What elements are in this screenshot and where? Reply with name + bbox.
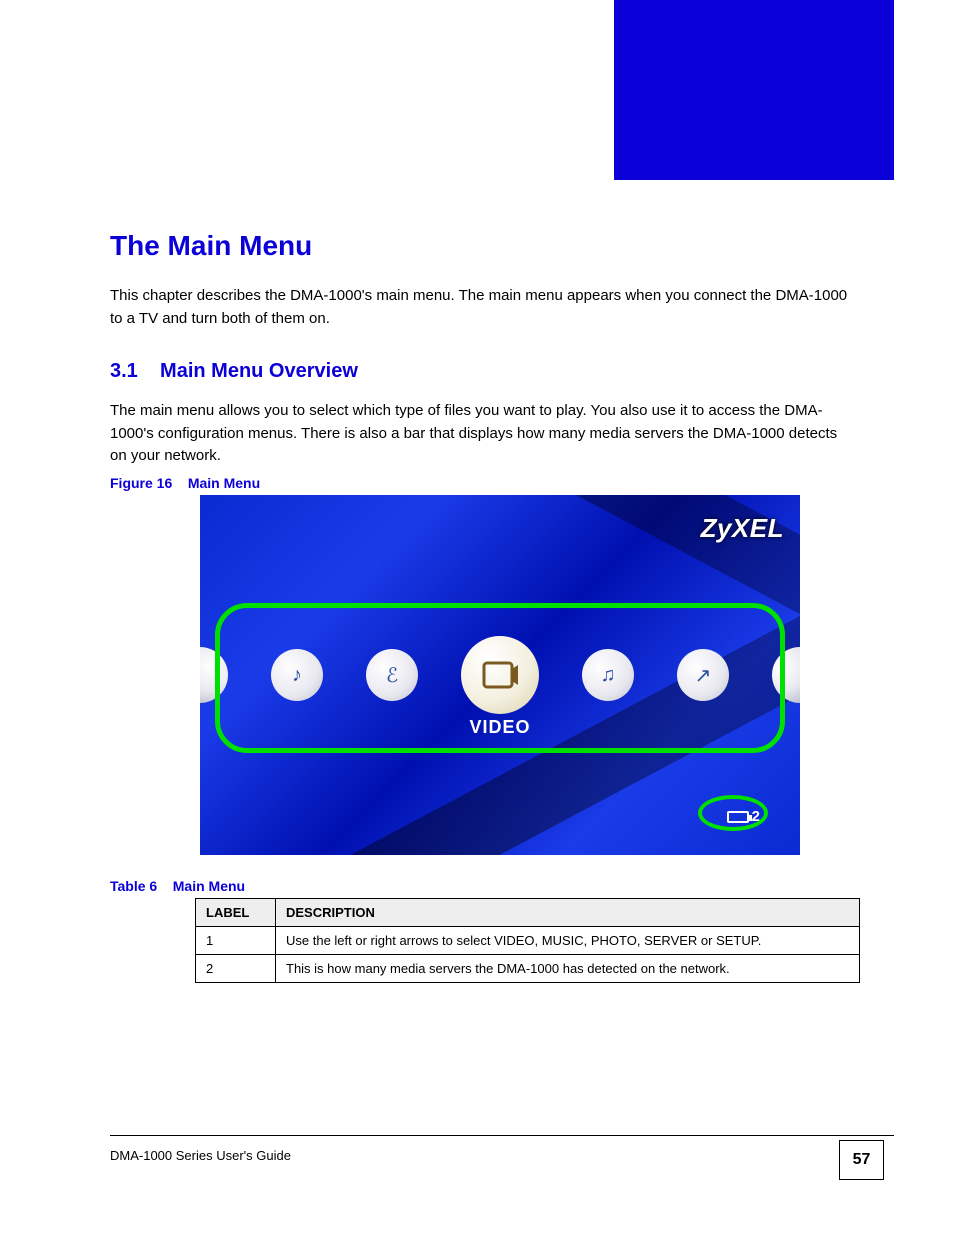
menu-glyph-icon: ♪ [292, 664, 302, 687]
table-number: Table 6 [110, 878, 157, 894]
menu-item[interactable]: ℰ [366, 649, 418, 701]
figure-background: ZyXEL ♪ ℰ ♫ ↗ VIDEO 2 [200, 495, 800, 855]
menu-item-selected-video[interactable] [461, 636, 539, 714]
menu-item[interactable]: ↗ [677, 649, 729, 701]
menu-glyph-icon: ♫ [601, 664, 616, 687]
table-cell-label: 1 [196, 927, 276, 955]
page-number: 57 [839, 1140, 884, 1180]
table-header-row: LABEL DESCRIPTION [196, 899, 860, 927]
section-body: The main menu allows you to select which… [110, 400, 850, 468]
table-header-cell: DESCRIPTION [276, 899, 860, 927]
selected-menu-label: VIDEO [200, 717, 800, 738]
figure-title: Main Menu [188, 475, 260, 491]
section-number: 3.1 [110, 360, 138, 382]
main-menu-table: LABEL DESCRIPTION 1 Use the left or righ… [195, 898, 860, 983]
menu-glyph-icon: ℰ [386, 663, 398, 688]
server-count-indicator: 2 [727, 808, 760, 825]
menu-item[interactable]: ♫ [582, 649, 634, 701]
zyxel-logo: ZyXEL [701, 513, 784, 544]
table-caption: Table 6 Main Menu [110, 878, 245, 894]
server-count-value: 2 [752, 808, 760, 825]
intro-paragraph: This chapter describes the DMA-1000's ma… [110, 285, 850, 330]
server-icon [727, 811, 749, 823]
table-row: 2 This is how many media servers the DMA… [196, 955, 860, 983]
table-cell-label: 2 [196, 955, 276, 983]
video-icon [480, 655, 520, 695]
menu-item[interactable]: ♪ [271, 649, 323, 701]
figure-caption: Figure 16 Main Menu [110, 475, 260, 491]
table-cell-description: This is how many media servers the DMA-1… [276, 955, 860, 983]
menu-glyph-icon: ↗ [695, 663, 712, 688]
table-header-cell: LABEL [196, 899, 276, 927]
footer-rule [110, 1135, 894, 1136]
table-row: 1 Use the left or right arrows to select… [196, 927, 860, 955]
section-heading: 3.1 Main Menu Overview [110, 360, 358, 383]
page-title: The Main Menu [110, 230, 312, 262]
menu-item-edge[interactable] [772, 647, 800, 703]
main-menu-figure: ZyXEL ♪ ℰ ♫ ↗ VIDEO 2 [200, 495, 800, 855]
section-title: Main Menu Overview [160, 360, 358, 382]
table-title: Main Menu [173, 878, 245, 894]
table-cell-description: Use the left or right arrows to select V… [276, 927, 860, 955]
menu-item-edge[interactable] [200, 647, 228, 703]
footer-doc-title: DMA-1000 Series User's Guide [110, 1148, 291, 1163]
figure-number: Figure 16 [110, 475, 172, 491]
chapter-header-block [614, 0, 894, 180]
